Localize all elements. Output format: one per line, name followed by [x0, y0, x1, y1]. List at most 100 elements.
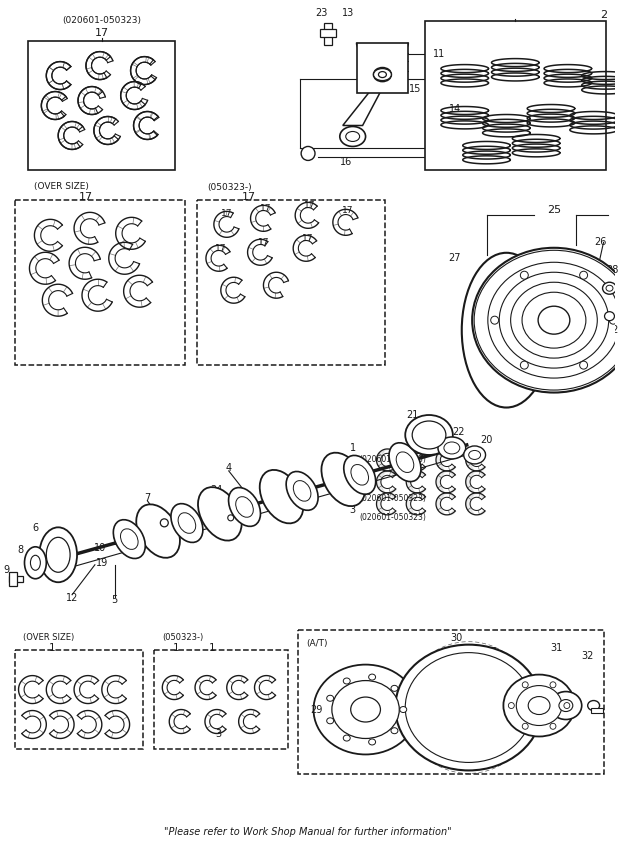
Circle shape: [508, 702, 515, 709]
FancyBboxPatch shape: [15, 200, 185, 365]
Text: "Please refer to Work Shop Manual for further information": "Please refer to Work Shop Manual for fu…: [164, 828, 452, 837]
Text: (050323-): (050323-): [207, 183, 252, 192]
Circle shape: [564, 702, 570, 709]
Text: (020601-050323): (020601-050323): [63, 16, 141, 25]
Circle shape: [550, 682, 556, 688]
Ellipse shape: [400, 706, 407, 712]
Ellipse shape: [113, 520, 145, 559]
Ellipse shape: [550, 692, 582, 719]
Ellipse shape: [603, 282, 616, 294]
Ellipse shape: [444, 442, 460, 454]
Ellipse shape: [606, 285, 613, 291]
Text: (OVER SIZE): (OVER SIZE): [22, 633, 74, 642]
Text: 19: 19: [95, 558, 108, 568]
FancyBboxPatch shape: [154, 650, 288, 750]
Ellipse shape: [396, 452, 414, 472]
Ellipse shape: [346, 131, 360, 142]
FancyBboxPatch shape: [15, 650, 143, 750]
Ellipse shape: [286, 471, 318, 510]
Circle shape: [580, 271, 588, 279]
Text: 17: 17: [95, 28, 109, 37]
Ellipse shape: [528, 696, 550, 715]
Text: 28: 28: [606, 265, 619, 276]
Text: 27: 27: [484, 647, 497, 656]
Ellipse shape: [136, 505, 180, 558]
Text: 13: 13: [342, 8, 354, 18]
Ellipse shape: [462, 253, 551, 408]
Ellipse shape: [198, 487, 242, 540]
Circle shape: [228, 515, 234, 521]
Text: 1: 1: [49, 643, 56, 653]
Ellipse shape: [369, 674, 376, 680]
Text: 1: 1: [208, 643, 215, 653]
Bar: [320, 29, 336, 36]
Text: 32: 32: [582, 650, 594, 661]
Ellipse shape: [30, 555, 40, 570]
Text: 2: 2: [600, 9, 607, 20]
Text: 18: 18: [112, 537, 124, 547]
Ellipse shape: [391, 728, 398, 734]
FancyBboxPatch shape: [197, 200, 386, 365]
Ellipse shape: [412, 421, 446, 449]
Ellipse shape: [260, 470, 303, 523]
Ellipse shape: [472, 248, 620, 393]
Bar: [29, 41, 175, 170]
Text: 29: 29: [310, 705, 322, 715]
Ellipse shape: [343, 678, 350, 684]
Text: (020601-050323): (020601-050323): [360, 455, 427, 465]
Text: 8: 8: [17, 544, 24, 555]
Ellipse shape: [559, 700, 573, 711]
Text: 16: 16: [340, 158, 352, 167]
Bar: [425, 20, 606, 170]
Text: (A/T): (A/T): [306, 639, 327, 648]
Text: 22: 22: [453, 427, 465, 437]
Circle shape: [522, 682, 528, 688]
Ellipse shape: [327, 695, 334, 701]
Ellipse shape: [373, 69, 391, 81]
Ellipse shape: [343, 455, 376, 494]
Ellipse shape: [499, 272, 609, 368]
Text: 4: 4: [226, 463, 232, 473]
Text: 30: 30: [451, 633, 463, 643]
Bar: [324, 23, 332, 45]
Text: 1: 1: [350, 443, 356, 453]
Text: 15: 15: [409, 84, 422, 93]
Text: 21: 21: [406, 410, 419, 420]
Text: 32: 32: [606, 325, 619, 335]
Text: 11: 11: [433, 48, 445, 59]
Ellipse shape: [369, 739, 376, 745]
Bar: [9, 572, 17, 586]
Ellipse shape: [389, 443, 421, 482]
Text: 17: 17: [342, 206, 353, 215]
Ellipse shape: [438, 437, 466, 459]
Text: 9: 9: [4, 565, 10, 575]
Ellipse shape: [332, 681, 399, 739]
Text: 17: 17: [79, 192, 93, 203]
Ellipse shape: [314, 665, 418, 755]
Ellipse shape: [516, 685, 562, 726]
Bar: [591, 707, 603, 712]
Text: (OVER SIZE): (OVER SIZE): [34, 181, 89, 191]
Text: 17: 17: [221, 209, 232, 218]
Ellipse shape: [522, 293, 586, 349]
Ellipse shape: [604, 312, 614, 321]
Circle shape: [520, 361, 528, 369]
Ellipse shape: [378, 71, 386, 77]
Text: 17: 17: [215, 243, 226, 253]
Text: 24: 24: [211, 485, 223, 495]
Text: 26: 26: [595, 237, 607, 248]
Text: 14: 14: [449, 103, 461, 114]
Text: 1: 1: [173, 643, 180, 653]
Ellipse shape: [39, 527, 77, 583]
Text: 17: 17: [258, 237, 269, 247]
Ellipse shape: [351, 697, 381, 722]
Text: 17: 17: [303, 234, 314, 243]
Ellipse shape: [469, 450, 481, 460]
Ellipse shape: [488, 262, 620, 378]
Text: 7: 7: [144, 493, 151, 503]
Ellipse shape: [171, 504, 203, 543]
Ellipse shape: [538, 306, 570, 334]
Circle shape: [490, 316, 498, 324]
Ellipse shape: [511, 282, 597, 358]
Text: 25: 25: [547, 205, 561, 215]
